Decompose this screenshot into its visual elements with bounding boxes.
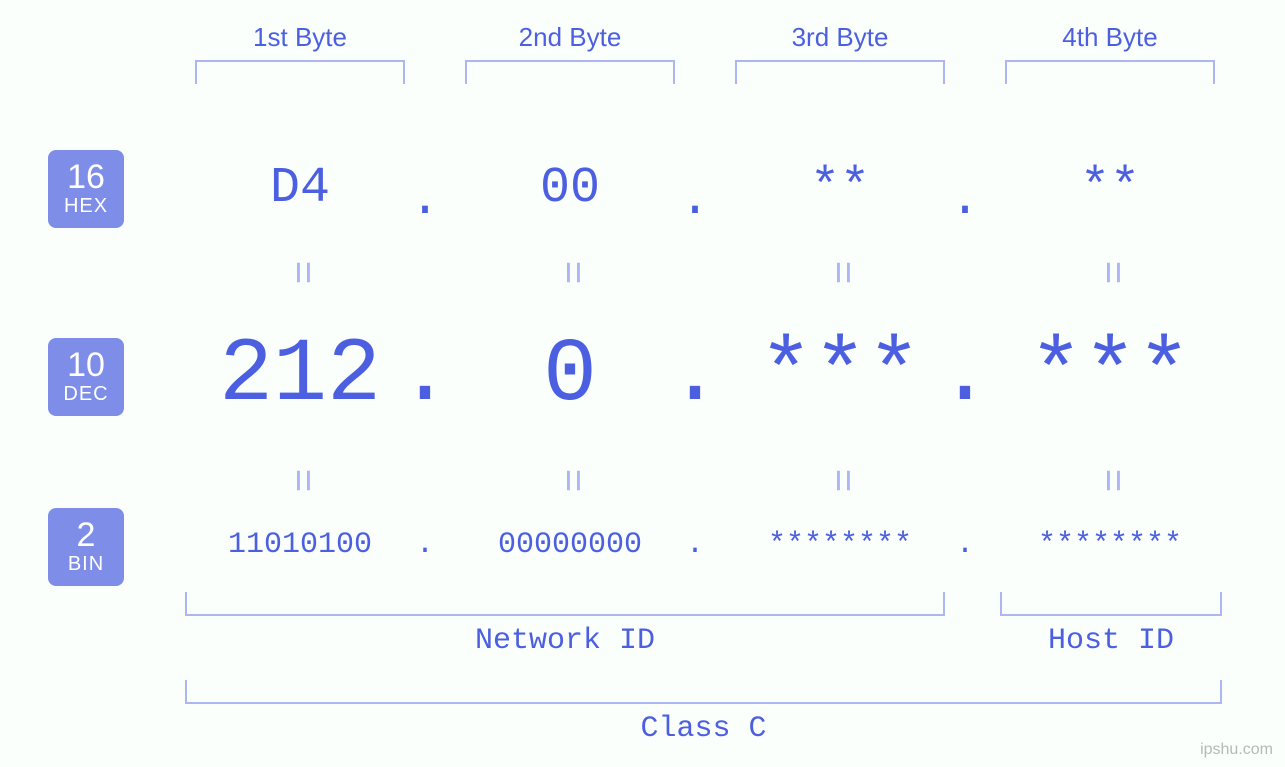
watermark: ipshu.com [1200, 741, 1273, 759]
network-id-bracket [185, 592, 945, 616]
equals-icon: = [1088, 468, 1133, 492]
equals-icon: = [278, 260, 323, 284]
base-badge-hex: 16 HEX [48, 150, 124, 228]
byte-header-4: 4th Byte [990, 22, 1230, 53]
ip-diagram: 1st Byte 2nd Byte 3rd Byte 4th Byte 16 H… [0, 0, 1285, 767]
byte-header-1: 1st Byte [180, 22, 420, 53]
equals-icon: = [1088, 260, 1133, 284]
base-label-bin: BIN [68, 552, 104, 576]
equals-icon: = [818, 260, 863, 284]
dec-byte-2: 0 [450, 325, 690, 427]
bin-byte-3: ******** [720, 528, 960, 562]
hex-byte-2: 00 [450, 160, 690, 217]
dec-byte-3: *** [720, 325, 960, 427]
hex-dot-3: . [950, 172, 980, 229]
class-bracket [185, 680, 1222, 704]
equals-icon: = [548, 260, 593, 284]
byte-header-2: 2nd Byte [450, 22, 690, 53]
bin-byte-2: 00000000 [450, 528, 690, 562]
top-bracket-2 [465, 60, 675, 84]
equals-icon: = [818, 468, 863, 492]
dec-dot-1: . [398, 325, 452, 427]
dec-dot-3: . [938, 325, 992, 427]
network-id-label: Network ID [185, 624, 945, 658]
base-badge-dec: 10 DEC [48, 338, 124, 416]
host-id-bracket [1000, 592, 1222, 616]
hex-byte-3: ** [720, 160, 960, 217]
hex-dot-2: . [680, 172, 710, 229]
bin-dot-1: . [416, 528, 434, 562]
dec-byte-1: 212 [180, 325, 420, 427]
dec-dot-2: . [668, 325, 722, 427]
hex-dot-1: . [410, 172, 440, 229]
top-bracket-4 [1005, 60, 1215, 84]
base-num-hex: 16 [67, 160, 105, 194]
host-id-label: Host ID [1000, 624, 1222, 658]
class-label: Class C [185, 712, 1222, 746]
hex-byte-1: D4 [180, 160, 420, 217]
equals-icon: = [548, 468, 593, 492]
base-label-dec: DEC [63, 382, 108, 406]
hex-byte-4: ** [990, 160, 1230, 217]
bin-byte-1: 11010100 [180, 528, 420, 562]
top-bracket-3 [735, 60, 945, 84]
base-num-dec: 10 [67, 348, 105, 382]
top-bracket-1 [195, 60, 405, 84]
bin-dot-2: . [686, 528, 704, 562]
base-num-bin: 2 [77, 518, 96, 552]
base-badge-bin: 2 BIN [48, 508, 124, 586]
bin-byte-4: ******** [990, 528, 1230, 562]
dec-byte-4: *** [990, 325, 1230, 427]
equals-icon: = [278, 468, 323, 492]
base-label-hex: HEX [64, 194, 108, 218]
byte-header-3: 3rd Byte [720, 22, 960, 53]
bin-dot-3: . [956, 528, 974, 562]
